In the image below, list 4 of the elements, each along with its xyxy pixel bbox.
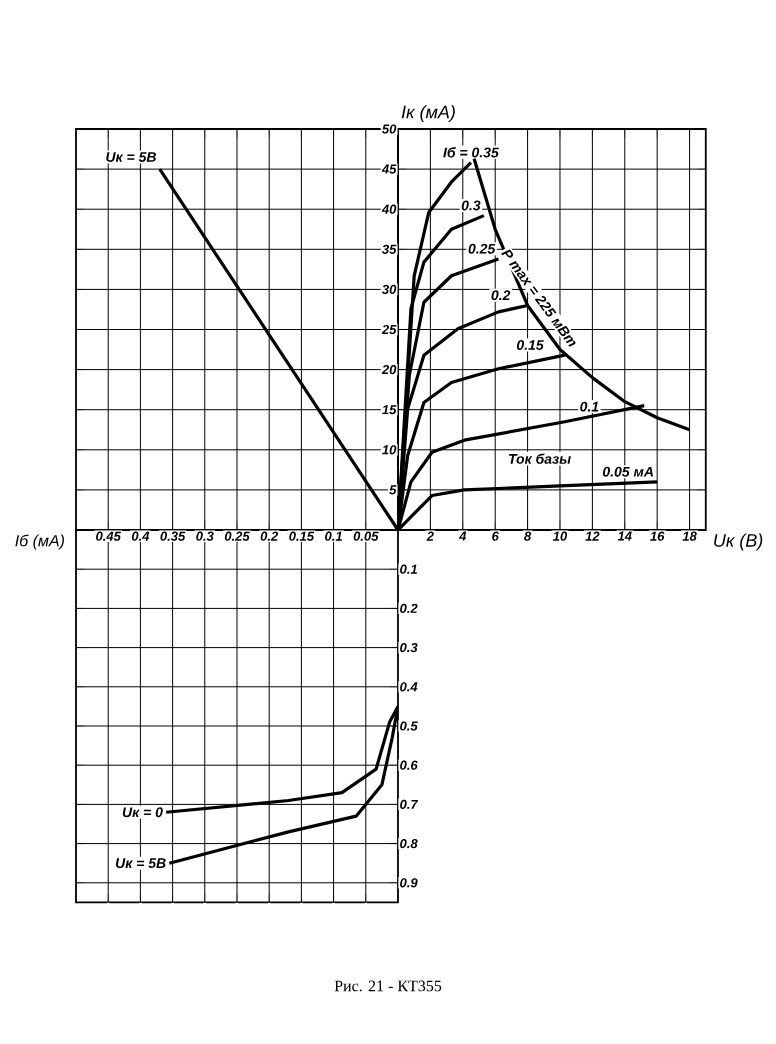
y-axis-title: Iк (мА)	[401, 105, 455, 122]
text: Рис. 21 - КТ355	[334, 980, 442, 992]
x-axis-title: Iб (мА)	[15, 534, 64, 550]
x-axis-title: Uк (В)	[714, 533, 763, 551]
